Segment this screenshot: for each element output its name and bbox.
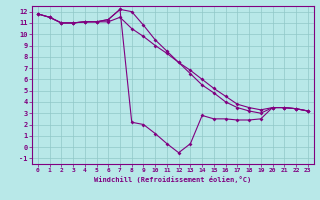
X-axis label: Windchill (Refroidissement éolien,°C): Windchill (Refroidissement éolien,°C) <box>94 176 252 183</box>
